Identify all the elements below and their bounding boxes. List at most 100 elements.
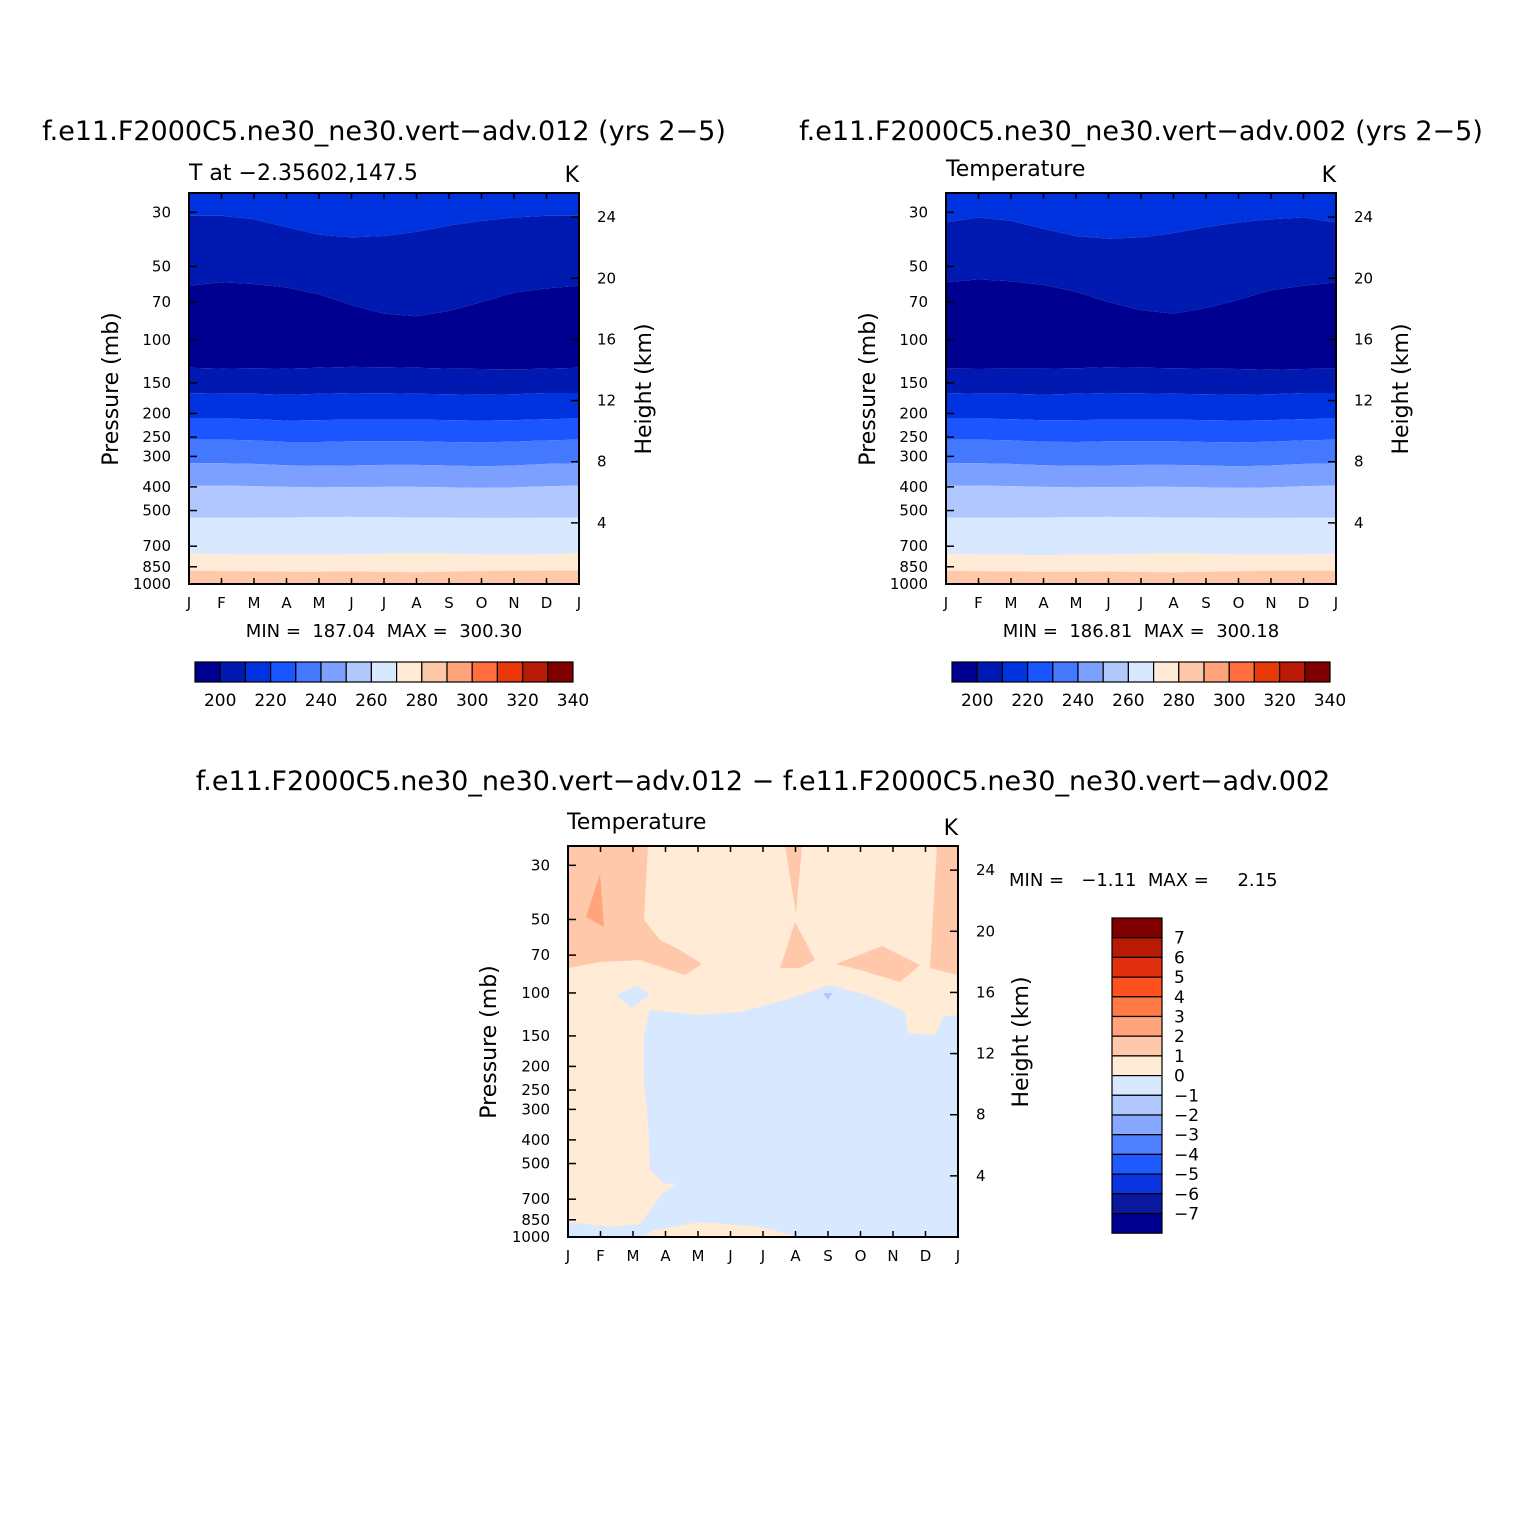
x-tick-label: D [541, 594, 553, 612]
band-200-210-lower [189, 366, 579, 395]
band-neg1-to-0-bubble [616, 986, 650, 1008]
y-tick-label: 300 [142, 447, 171, 465]
panel-model-012: f.e11.F2000C5.ne30_ne30.vert−adv.012 (yr… [42, 116, 726, 711]
y-tick-label: 150 [142, 374, 171, 392]
y-tick-label-right: 4 [976, 1167, 986, 1185]
colorbar-box [446, 661, 473, 683]
y-tick-label: 100 [142, 331, 171, 349]
y-tick-label: 400 [899, 478, 928, 496]
colorbar-box [1111, 956, 1163, 978]
y-tick-label: 1000 [512, 1228, 550, 1246]
y-tick-label-right: 4 [1354, 514, 1364, 532]
x-tick-label: A [281, 594, 292, 612]
colorbar-box [396, 661, 423, 683]
y-tick-label-right: 12 [976, 1045, 995, 1063]
colorbar-box [1111, 1173, 1163, 1195]
band-260-270 [946, 516, 1336, 556]
colorbar-box [496, 661, 524, 683]
colorbar-box [1052, 661, 1079, 683]
y-tick-label-right: 20 [597, 269, 616, 287]
x-tick-label: N [887, 1247, 898, 1265]
band-200-210 [946, 217, 1336, 314]
y-tick-label: 200 [899, 404, 928, 422]
colorbar-label: −5 [1174, 1165, 1199, 1185]
colorbar-label: 7 [1174, 929, 1185, 949]
colorbar-box [1111, 1193, 1163, 1215]
colorbar-box [1111, 1134, 1163, 1155]
x-tick-label: M [1005, 594, 1018, 612]
band-210-220 [946, 193, 1336, 239]
colorbar-label: 200 [961, 691, 993, 711]
x-tick-label: J [186, 594, 191, 612]
x-tick-label: N [508, 594, 519, 612]
colorbar-box [1077, 661, 1104, 683]
y-tick-label: 1000 [133, 575, 171, 593]
colorbar-box [1001, 661, 1029, 683]
band-2-to-3-peak [586, 874, 604, 927]
colorbar-box [1203, 661, 1230, 683]
colorbar-box [1111, 1114, 1163, 1136]
y-tick-label-right: 16 [1354, 330, 1373, 348]
colorbar-box [1178, 661, 1205, 683]
colorbar-label: 300 [456, 691, 488, 711]
y-tick-label-right: 12 [1354, 392, 1373, 410]
colorbar-label: 1 [1174, 1047, 1185, 1067]
panel-difference: f.e11.F2000C5.ne30_ne30.vert−adv.012 − f… [196, 766, 1331, 1265]
colorbar-label: 280 [1163, 691, 1195, 711]
y-tick-label: 700 [142, 537, 171, 555]
left-string: Temperature [945, 157, 1085, 182]
colorbar-box [1111, 937, 1163, 959]
y-axis-label-right: Height (km) [632, 323, 657, 454]
colorbar-box [295, 661, 322, 683]
contour-fills [946, 193, 1336, 584]
colorbar: 200 220 240 260 280 300 320 340 [194, 661, 589, 711]
colorbar-label: −7 [1174, 1205, 1199, 1225]
y-tick-label: 300 [899, 447, 928, 465]
left-string: T at −2.35602,147.5 [188, 161, 418, 186]
x-tick-label: S [1201, 594, 1211, 612]
y-tick-label-right: 8 [597, 453, 607, 471]
band-250-260 [946, 485, 1336, 518]
colorbar-label: 240 [305, 691, 337, 711]
x-tick-label: M [1070, 594, 1083, 612]
panel-title: f.e11.F2000C5.ne30_ne30.vert−adv.012 (yr… [42, 116, 726, 147]
y-tick-label: 850 [142, 558, 171, 576]
band-200-210 [189, 215, 579, 317]
band-below-200 [189, 282, 579, 370]
band-220-230 [946, 418, 1336, 443]
y-tick-label-right: 12 [597, 392, 616, 410]
y-tick-label: 500 [142, 502, 171, 520]
y-tick-label-right: 8 [976, 1106, 986, 1124]
colorbar-box [471, 661, 499, 683]
x-tick-label: M [692, 1247, 705, 1265]
colorbar-box [219, 661, 246, 683]
colorbar-box [1111, 1094, 1163, 1116]
min-max-label: MIN = 186.81 MAX = 300.18 [1003, 621, 1279, 642]
colorbar-box [521, 661, 549, 683]
band-210-220-lower [189, 393, 579, 421]
colorbar-box [976, 661, 1004, 683]
y-tick-label: 150 [521, 1027, 550, 1045]
colorbar-box [1228, 661, 1255, 683]
colorbar-label: 320 [506, 691, 538, 711]
y-tick-label: 500 [899, 502, 928, 520]
colorbar-label: −2 [1174, 1106, 1199, 1126]
colorbar-label: 0 [1174, 1067, 1185, 1087]
colorbar-label: 3 [1174, 1008, 1185, 1028]
band-1-to-2-top-aug [785, 846, 802, 914]
y-tick-label: 700 [521, 1190, 550, 1208]
x-tick-label: F [596, 1247, 605, 1265]
band-240-250 [189, 463, 579, 488]
y-tick-label-right: 24 [1354, 208, 1373, 226]
colorbar-label: 280 [406, 691, 438, 711]
colorbar-label: −3 [1174, 1126, 1199, 1146]
y-tick-label: 250 [521, 1081, 550, 1099]
band-neg2-to-neg1-spot [823, 993, 832, 1000]
x-tick-label: D [920, 1247, 932, 1265]
colorbar: 200 220 240 260 280 300 320 340 [951, 661, 1346, 711]
colorbar-label: −1 [1174, 1086, 1199, 1106]
y-tick-label: 30 [531, 856, 550, 874]
x-tick-label: A [1038, 594, 1049, 612]
